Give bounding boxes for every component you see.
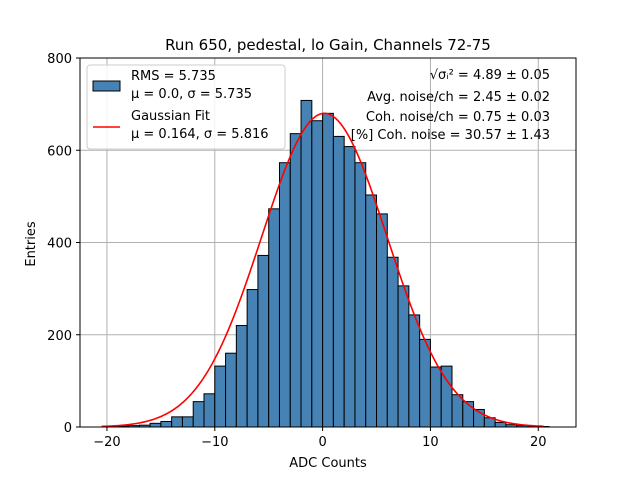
annotation-coh-noise: Coh. noise/ch = 0.75 ± 0.03 [366,110,550,125]
gaussian-fit-curve [101,112,544,428]
histogram-bar [311,120,324,428]
y-axis-label: Entries [24,221,39,267]
legend-sublabel-rms: μ = 0.0, σ = 5.735 [131,87,252,102]
histogram-bar [268,208,280,428]
histogram-bar [332,135,345,428]
x-axis-ticks: −20 −10 0 10 20 [93,427,547,450]
annotation-coh-percent: [%] Coh. noise = 30.57 ± 1.43 [351,128,550,143]
legend: RMS = 5.735 μ = 0.0, σ = 5.735 Gaussian … [86,64,286,150]
histogram-bar [203,393,216,428]
legend-sublabel-fit: μ = 0.164, σ = 5.816 [131,127,269,142]
histogram-bar [278,162,291,428]
histogram-bar [354,162,367,428]
histogram-bar [397,285,410,428]
legend-patch-histogram [92,80,121,92]
x-tick-label: 10 [422,435,439,450]
histogram-bar [343,146,356,428]
histogram-bars [117,99,550,428]
histogram-bar [214,365,227,428]
histogram-bar [300,99,313,428]
histogram-bar [408,314,421,428]
x-tick-label: −10 [201,435,228,450]
annotation-avg-noise: Avg. noise/ch = 2.45 ± 0.02 [367,90,550,105]
y-axis-ticks: 0 200 400 600 800 [47,52,80,436]
histogram-bar [171,416,183,428]
y-tick-label: 600 [47,144,72,159]
histogram-bar [225,352,237,428]
x-axis-label: ADC Counts [289,456,367,471]
x-tick-label: 20 [530,435,547,450]
histogram-bar [365,194,378,428]
histogram-bar [376,213,388,428]
y-tick-label: 200 [47,329,72,344]
histogram-bar [289,133,302,428]
annotation-sigma: √σᵢ² = 4.89 ± 0.05 [430,68,550,83]
legend-label-rms: RMS = 5.735 [131,69,216,84]
y-tick-label: 400 [47,237,72,252]
x-tick-label: −20 [93,435,120,450]
histogram-bar [235,325,248,428]
legend-label-fit: Gaussian Fit [131,109,210,124]
histogram-bar [494,421,507,428]
histogram-bar [429,366,442,428]
histogram-bar [181,416,194,428]
histogram-bar [257,254,270,428]
noise-annotations: √σᵢ² = 4.89 ± 0.05 Avg. noise/ch = 2.45 … [351,68,550,143]
y-tick-label: 800 [47,52,72,67]
chart-title: Run 650, pedestal, lo Gain, Channels 72-… [165,36,491,54]
histogram-bar [386,256,399,428]
y-tick-label: 0 [64,421,72,436]
histogram-bar [451,394,464,428]
x-tick-label: 0 [318,435,326,450]
legend-box [86,64,286,150]
histogram-bar [322,112,334,428]
histogram-bar [149,422,162,428]
histogram-bar [160,420,173,428]
histogram-bar [419,338,431,428]
histogram-bar [462,401,475,428]
histogram-bar [192,401,205,428]
histogram-bar [246,289,259,428]
